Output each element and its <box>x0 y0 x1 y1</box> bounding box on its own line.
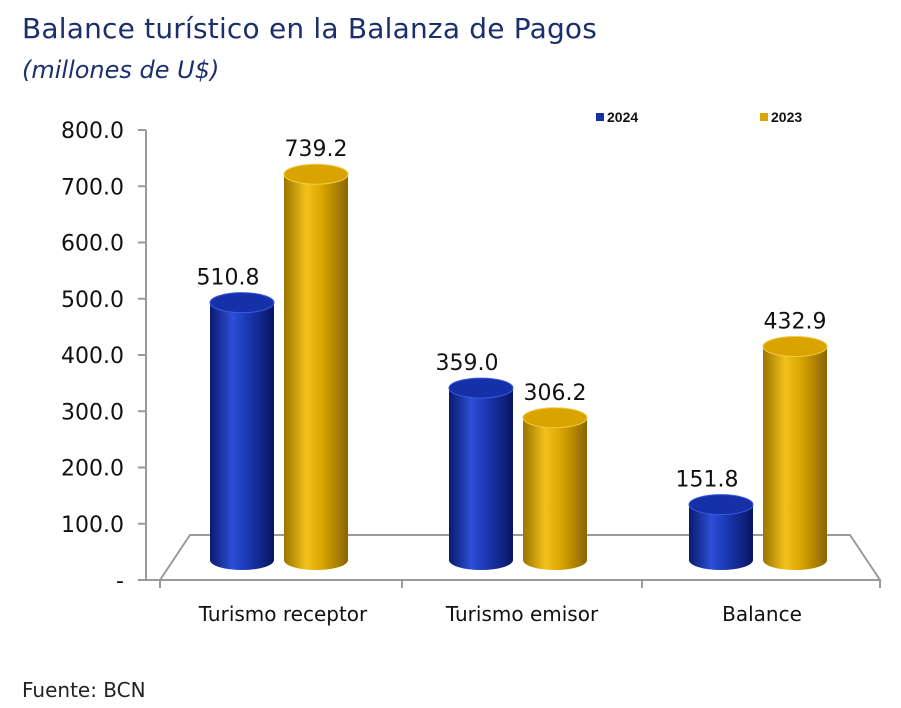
bar-top <box>448 377 514 399</box>
bar-top <box>522 407 588 429</box>
legend-item-2023: 2023 <box>760 109 802 125</box>
y-tick-label: 600.0 <box>61 232 124 257</box>
bar-2023-0: 739.2 <box>283 137 349 570</box>
chart-title: Balance turístico en la Balanza de Pagos <box>22 12 598 45</box>
bar-2023-1: 306.2 <box>522 381 588 570</box>
bar-chart: - 100.0 200.0 300.0 400.0 500.0 600.0 700.0 800.… <box>61 109 882 626</box>
legend-swatch <box>596 113 604 121</box>
data-label: 359.0 <box>436 351 499 376</box>
bar-2023-2: 432.9 <box>762 309 828 570</box>
data-label: 510.8 <box>197 266 260 291</box>
data-label: 739.2 <box>285 137 348 162</box>
data-label: 432.9 <box>764 309 827 334</box>
x-tick-label: Turismo receptor <box>198 602 368 626</box>
source-note: Fuente: BCN <box>22 678 146 702</box>
legend-label: 2024 <box>607 109 638 125</box>
y-tick-label: 800.0 <box>61 119 124 144</box>
bar-body <box>523 417 587 570</box>
y-tick-label: 200.0 <box>61 457 124 482</box>
bar-body <box>449 388 513 570</box>
x-axis-categories: Turismo receptor Turismo emisor Balance <box>198 602 802 626</box>
bar-top <box>762 335 828 357</box>
bar-body <box>284 174 348 570</box>
y-tick-label: 700.0 <box>61 175 124 200</box>
data-label: 306.2 <box>524 381 587 406</box>
y-tick-label: 500.0 <box>61 288 124 313</box>
y-tick-label: 300.0 <box>61 400 124 425</box>
y-tick-label: - <box>116 569 124 594</box>
y-tick-label: 400.0 <box>61 344 124 369</box>
chart-legend: 2024 2023 <box>596 109 802 125</box>
bar-top <box>209 292 275 314</box>
bar-body <box>763 346 827 570</box>
bar-body <box>689 504 753 570</box>
chart-bars: 510.8 739.2 359.0 306.2 151.8 432.9 <box>197 137 828 570</box>
bar-2024-0: 510.8 <box>197 266 275 570</box>
legend-label: 2023 <box>771 109 802 125</box>
chart-subtitle: (millones de U$) <box>22 56 220 84</box>
bar-2024-1: 359.0 <box>436 351 514 570</box>
legend-item-2024: 2024 <box>596 109 638 125</box>
bar-top <box>688 494 754 516</box>
x-tick-label: Turismo emisor <box>445 602 599 626</box>
bar-top <box>283 163 349 185</box>
y-tick-label: 100.0 <box>61 513 124 538</box>
legend-swatch <box>760 113 768 121</box>
bar-body <box>210 302 274 570</box>
y-axis-ticks: - 100.0 200.0 300.0 400.0 500.0 600.0 700.0 800.… <box>61 119 146 594</box>
data-label: 151.8 <box>676 468 739 493</box>
x-tick-label: Balance <box>722 602 802 626</box>
bar-2024-2: 151.8 <box>676 468 754 570</box>
